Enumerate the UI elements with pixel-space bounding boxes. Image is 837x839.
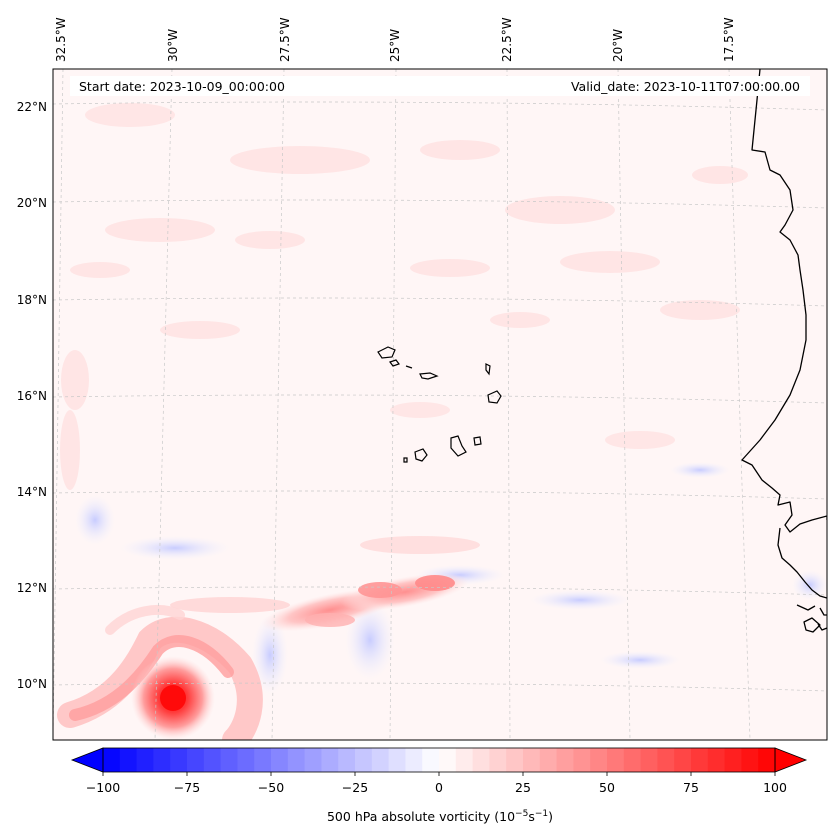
colorbar-segment (371, 748, 390, 772)
colorbar-segment (422, 748, 440, 772)
colorbar-tick-label: 25 (515, 780, 531, 795)
colorbar-segment (321, 748, 339, 772)
lon-label: 22.5°W (500, 17, 514, 62)
colorbar-tick-label: 100 (763, 780, 787, 795)
colorbar-segment (573, 748, 591, 772)
colorbar-segment (439, 748, 457, 772)
colorbar-segment (539, 748, 558, 772)
colorbar-segment (287, 748, 306, 772)
lat-label: 14°N (17, 485, 47, 499)
colorbar-segment (254, 748, 272, 772)
colorbar-max-extend-arrow (774, 747, 808, 773)
info-banner (70, 76, 810, 96)
colorbar-tick-label: −50 (258, 780, 284, 795)
colorbar-segment (388, 748, 406, 772)
colorbar-segment (338, 748, 356, 772)
colorbar-tick-label: 75 (683, 780, 699, 795)
colorbar-segment (506, 748, 524, 772)
lon-label: 32.5°W (54, 17, 68, 62)
lon-label: 27.5°W (278, 17, 292, 62)
colorbar-segment (640, 748, 658, 772)
colorbar-ticks: −100 −75 −50 −25 0 25 50 75 100 (86, 772, 787, 795)
colorbar-segment (220, 748, 238, 772)
colorbar-segment (136, 748, 154, 772)
colorbar-segment (590, 748, 608, 772)
colorbar-tick-label: 0 (435, 780, 443, 795)
lon-label: 17.5°W (722, 17, 736, 62)
colorbar-segment (607, 748, 625, 772)
lon-label: 30°W (166, 29, 180, 62)
colorbar-segment (707, 748, 726, 772)
colorbar-segment (674, 748, 692, 772)
colorbar-segment (691, 748, 709, 772)
colorbar-tick-label: −75 (174, 780, 200, 795)
colorbar-segment (724, 748, 742, 772)
lat-label: 16°N (17, 389, 47, 403)
colorbar-segments (103, 748, 776, 772)
colorbar-segment (304, 748, 322, 772)
colorbar-title: 500 hPa absolute vorticity (10−5s−1) (327, 809, 553, 824)
lat-label: 10°N (17, 677, 47, 691)
latitude-labels: 22°N 20°N 18°N 16°N 14°N 12°N 10°N (17, 100, 47, 691)
colorbar-segment (170, 748, 188, 772)
valid-date-label: Valid_date: 2023-10-11T07:00:00.00 (571, 79, 800, 94)
colorbar-segment (758, 748, 776, 772)
cyclone-vortex (57, 605, 263, 740)
colorbar: −100 −75 −50 −25 0 25 50 75 100 500 hPa absolute… (70, 747, 808, 824)
cabo-verde-islands (377, 346, 502, 463)
colorbar-segment (556, 748, 574, 772)
vorticity-band (170, 536, 480, 632)
vorticity-weak-positive-patches (60, 103, 748, 490)
colorbar-segment (489, 748, 507, 772)
lat-label: 20°N (17, 196, 47, 210)
colorbar-segment (271, 748, 289, 772)
graticule (53, 69, 827, 740)
colorbar-segment (623, 748, 642, 772)
lon-label: 20°W (611, 29, 625, 62)
colorbar-segment (103, 748, 121, 772)
start-date-label: Start date: 2023-10-09_00:00:00 (79, 79, 285, 94)
colorbar-tick-label: −25 (342, 780, 368, 795)
colorbar-segment (523, 748, 541, 772)
vorticity-weak-negative-patches (75, 462, 827, 695)
colorbar-segment (741, 748, 759, 772)
colorbar-segment (455, 748, 474, 772)
colorbar-segment (237, 748, 255, 772)
map-plot-area (53, 69, 827, 740)
colorbar-segment (355, 748, 373, 772)
colorbar-segment (203, 748, 222, 772)
lat-label: 18°N (17, 293, 47, 307)
coastline (741, 69, 827, 633)
colorbar-min-extend-arrow (70, 747, 104, 773)
lat-label: 22°N (17, 100, 47, 114)
colorbar-segment (187, 748, 205, 772)
lat-label: 12°N (17, 581, 47, 595)
colorbar-segment (472, 748, 490, 772)
colorbar-tick-label: 50 (599, 780, 615, 795)
lon-label: 25°W (388, 29, 402, 62)
colorbar-segment (405, 748, 423, 772)
colorbar-tick-label: −100 (86, 780, 120, 795)
colorbar-segment (657, 748, 675, 772)
longitude-labels: 32.5°W 30°W 27.5°W 25°W 22.5°W 20°W 17.5… (54, 17, 736, 62)
colorbar-segment (119, 748, 138, 772)
colorbar-segment (153, 748, 171, 772)
plot-frame (52, 68, 828, 741)
